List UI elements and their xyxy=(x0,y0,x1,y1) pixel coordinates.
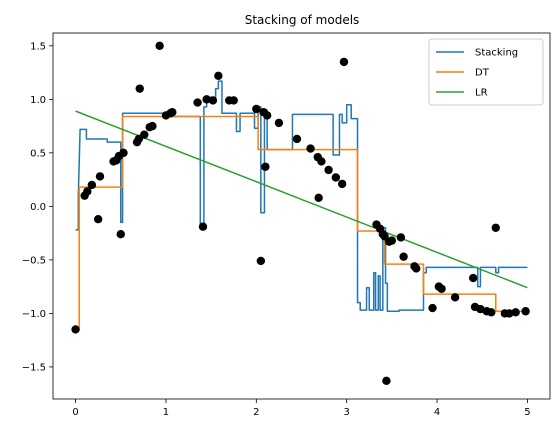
data-point xyxy=(262,111,272,120)
data-point xyxy=(208,96,218,105)
data-point xyxy=(337,179,347,189)
data-point xyxy=(252,104,261,114)
data-point xyxy=(491,223,500,232)
data-point xyxy=(314,193,323,203)
data-point xyxy=(476,304,485,314)
data-point xyxy=(193,98,202,107)
legend-label-stacking: Stacking xyxy=(475,48,518,59)
data-point xyxy=(387,236,397,245)
y-tick-label: 0.0 xyxy=(30,202,46,213)
data-point xyxy=(331,173,341,182)
data-point xyxy=(399,252,408,261)
data-point xyxy=(119,148,128,158)
data-point xyxy=(317,157,326,166)
data-point xyxy=(412,264,421,273)
series-line-stacking xyxy=(75,80,528,312)
data-point xyxy=(468,273,478,283)
scatter-layer xyxy=(71,41,530,386)
data-point xyxy=(487,308,496,317)
chart-title: Stacking of models xyxy=(245,13,360,27)
x-tick-label: 3 xyxy=(343,407,349,418)
data-point xyxy=(155,41,164,51)
data-point xyxy=(450,293,460,302)
series-layer xyxy=(75,80,528,329)
data-point xyxy=(306,144,315,153)
data-point xyxy=(256,256,266,266)
data-point xyxy=(396,233,406,242)
data-point xyxy=(71,325,80,334)
y-tick-label: 1.5 xyxy=(30,41,46,52)
data-point xyxy=(148,121,157,131)
legend: Stacking DT LR xyxy=(428,38,544,106)
data-point xyxy=(511,308,520,317)
data-point xyxy=(214,71,223,81)
legend-label-lr: LR xyxy=(475,88,488,99)
y-tick-label: −1.5 xyxy=(22,362,46,373)
x-axis: 0 1 2 3 4 5 xyxy=(72,399,531,418)
x-tick-label: 5 xyxy=(524,407,530,418)
data-point xyxy=(83,187,92,196)
y-tick-label: 0.5 xyxy=(30,148,46,159)
data-point xyxy=(95,172,105,181)
y-tick-label: 1.0 xyxy=(30,95,46,106)
data-point xyxy=(168,107,177,117)
series-line-dt xyxy=(75,115,528,329)
data-point xyxy=(93,215,103,224)
data-point xyxy=(198,222,208,231)
data-point xyxy=(116,229,125,239)
data-point xyxy=(521,307,530,316)
data-point xyxy=(87,180,97,190)
data-point xyxy=(135,84,144,93)
x-tick-label: 2 xyxy=(253,407,259,418)
data-point xyxy=(339,57,349,67)
data-point xyxy=(428,303,437,313)
x-tick-label: 0 xyxy=(72,407,78,418)
data-point xyxy=(505,309,514,318)
series-line-lr xyxy=(75,110,528,289)
plot-area: 0 1 2 3 4 5 −1.5 −1.0 −0.5 0.0 0.5 1.0 1.5 xyxy=(22,32,551,418)
x-tick-label: 1 xyxy=(163,407,169,418)
data-point xyxy=(274,118,284,128)
data-point xyxy=(261,162,270,171)
data-point xyxy=(324,165,333,175)
x-tick-label: 4 xyxy=(434,407,440,418)
axes-frame xyxy=(52,32,551,400)
data-point xyxy=(140,130,149,139)
y-axis: −1.5 −1.0 −0.5 0.0 0.5 1.0 1.5 xyxy=(22,41,53,373)
y-tick-label: −0.5 xyxy=(22,255,46,266)
data-point xyxy=(382,376,391,386)
data-point xyxy=(202,95,211,104)
legend-frame xyxy=(428,38,544,106)
data-point xyxy=(292,134,302,144)
data-point xyxy=(437,284,446,293)
data-point xyxy=(229,96,238,105)
legend-label-dt: DT xyxy=(475,68,490,79)
y-tick-label: −1.0 xyxy=(22,309,46,320)
